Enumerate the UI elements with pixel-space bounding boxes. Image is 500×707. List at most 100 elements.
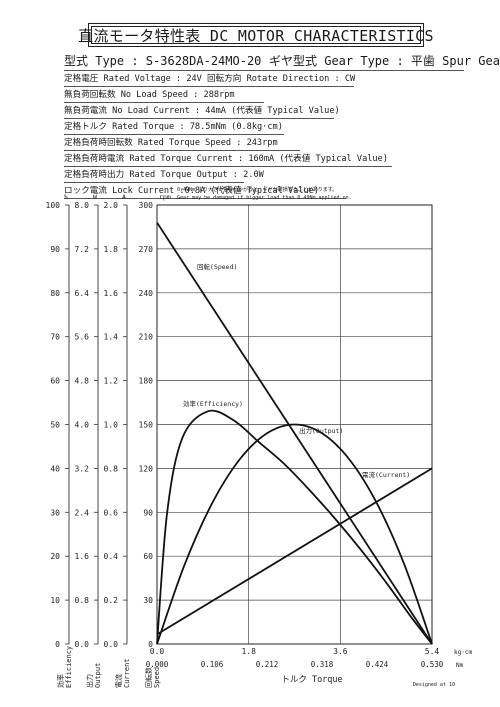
y-tick-label-2: 0.0 (104, 640, 119, 649)
x-axis-title: トルク Torque (281, 675, 342, 685)
y-axis-title-en: Output (94, 663, 102, 688)
y-tick-label-1: 0.0 (75, 640, 90, 649)
x-tick-label-kgcm: 5.4 (425, 647, 440, 656)
x-tick-label-nm: 0.424 (366, 660, 389, 669)
y-axis-title-en: Efficiency (65, 646, 73, 688)
y-tick-label-1: 3.2 (75, 464, 90, 473)
divider (64, 70, 464, 71)
y-tick-label-2: 1.8 (104, 245, 119, 254)
warning-en: Gear may be damaged if bigger load than … (177, 195, 352, 201)
spec-rated-torque-speed: 定格負荷時回転数 Rated Torque Speed : 243rpm (64, 138, 278, 148)
y-tick-label-speed: 60 (143, 552, 153, 561)
y-tick-label-1: 4.8 (75, 377, 90, 386)
plot-frame (156, 204, 433, 645)
divider (64, 198, 346, 199)
x-tick-label-nm: 0.000 (146, 660, 169, 669)
divider (64, 118, 334, 119)
y-tick-label-speed: 30 (143, 596, 153, 605)
efficiency-curve-label: 効率(Efficiency) (183, 399, 243, 408)
y-axis-title-1: 出力 Output (85, 663, 102, 688)
efficiency-curve (156, 409, 433, 645)
y-tick-label-2: 0.2 (104, 596, 119, 605)
y-tick-label-0: 40 (50, 464, 60, 473)
y-axis-title-en: Current (123, 658, 131, 688)
y-tick-label-1: 2.4 (75, 508, 90, 517)
output-curve-label: 出力(Output) (299, 426, 343, 435)
y-tick-label-speed: 150 (139, 421, 154, 430)
x-tick-label-nm: 0.212 (256, 660, 279, 669)
current-curve-label: 電流(Current) (362, 470, 410, 479)
chart-axes (65, 204, 433, 645)
x-tick-label-nm: 0.106 (201, 660, 224, 669)
y-tick-label-1: 7.2 (75, 245, 90, 254)
y-tick-label-2: 2.0 (104, 201, 119, 210)
y-tick-label-0: 60 (50, 377, 60, 386)
y-tick-label-1: 0.8 (75, 596, 90, 605)
type-row: 型式 Type : S-3628DA-24MO-20 ギヤ型式 Gear Typ… (64, 52, 500, 70)
y-tick-label-2: 0.4 (104, 552, 119, 561)
x-tick-label-kgcm: 0.0 (150, 647, 165, 656)
y-tick-label-1: 8.0 (75, 201, 90, 210)
output-curve (156, 423, 433, 645)
x-tick-label-kgcm: 1.8 (241, 647, 256, 656)
speed-curve (156, 222, 433, 645)
y-tick-label-speed: 120 (139, 464, 154, 473)
divider (64, 150, 300, 151)
y-tick-label-1: 5.6 (75, 333, 90, 342)
y-tick-label-0: 70 (50, 333, 60, 342)
y-tick-label-2: 0.8 (104, 464, 119, 473)
x-tick-label-kgcm: 3.6 (333, 647, 348, 656)
y-tick-label-speed: 240 (139, 289, 154, 298)
y-tick-label-2: 1.0 (104, 421, 119, 430)
spec-rated-voltage: 定格電圧 Rated Voltage : 24V 回転方向 Rotate Dir… (64, 74, 356, 84)
y-axis-title-3: 回転数 Speed (144, 667, 161, 688)
y-tick-label-2: 1.6 (104, 289, 119, 298)
divider (64, 102, 264, 103)
y-tick-label-0: 30 (50, 508, 60, 517)
chart-curves (156, 222, 433, 645)
y-tick-label-0: 0 (55, 640, 60, 649)
y-unit-3: rpm (159, 193, 171, 201)
y-axis-title-jp: 電流 (114, 674, 123, 688)
spec-rated-torque: 定格トルク Rated Torque : 78.5mNm (0.8kg·cm) (64, 122, 283, 132)
x-tick-label-nm: 0.530 (421, 660, 444, 669)
x-tick-label-nm: 0.318 (311, 660, 334, 669)
y-tick-label-0: 20 (50, 552, 60, 561)
y-tick-label-speed: 180 (139, 377, 154, 386)
y-unit-0: % (64, 193, 68, 201)
y-tick-label-0: 50 (50, 421, 60, 430)
y-tick-label-0: 90 (50, 245, 60, 254)
y-tick-label-0: 10 (50, 596, 60, 605)
y-tick-label-1: 4.0 (75, 421, 90, 430)
divider (64, 86, 354, 87)
y-tick-label-speed: 300 (139, 201, 154, 210)
divider (64, 166, 392, 167)
y-axis-title-jp: 回転数 (144, 667, 153, 688)
y-tick-label-1: 6.4 (75, 289, 90, 298)
spec-rated-torque-output: 定格負荷時出力 Rated Torque Output : 2.0W (64, 170, 264, 180)
divider (64, 182, 244, 183)
spec-no-load-current: 無負荷電流 No Load Current : 44mA (代表値 Typica… (64, 106, 340, 116)
x-unit-kgcm: kg·cm (454, 649, 472, 656)
y-tick-label-speed: 90 (143, 508, 153, 517)
current-curve (156, 467, 433, 636)
y-unit-1: W (93, 193, 97, 201)
warning-jp: 0.49Nm より大きい負荷がかかると、ギヤが破損することがあります。 (177, 186, 337, 193)
y-axis-title-jp: 効率 (56, 674, 65, 688)
spec-no-load-speed: 無負荷回転数 No Load Speed : 288rpm (64, 90, 235, 100)
y-axis-title-0: 効率 Efficiency (56, 646, 73, 688)
spec-lock-current: ロック電流 Lock Current :0.8A (代表値 Typical Va… (64, 186, 320, 196)
model-type: 型式 Type : S-3628DA-24MO-20 (64, 54, 262, 68)
y-tick-label-0: 80 (50, 289, 60, 298)
speed-curve-label: 回転(Speed) (197, 263, 237, 271)
y-tick-label-2: 1.2 (104, 377, 119, 386)
y-tick-label-speed: 210 (139, 333, 154, 342)
y-axis-title-2: 電流 Current (114, 658, 131, 688)
y-axis-title-en: Speed (153, 667, 161, 688)
gear-type: ギヤ型式 Gear Type : 平歯 Spur Gear (269, 54, 500, 68)
y-tick-label-1: 1.6 (75, 552, 90, 561)
y-axis-title-jp: 出力 (85, 674, 94, 688)
